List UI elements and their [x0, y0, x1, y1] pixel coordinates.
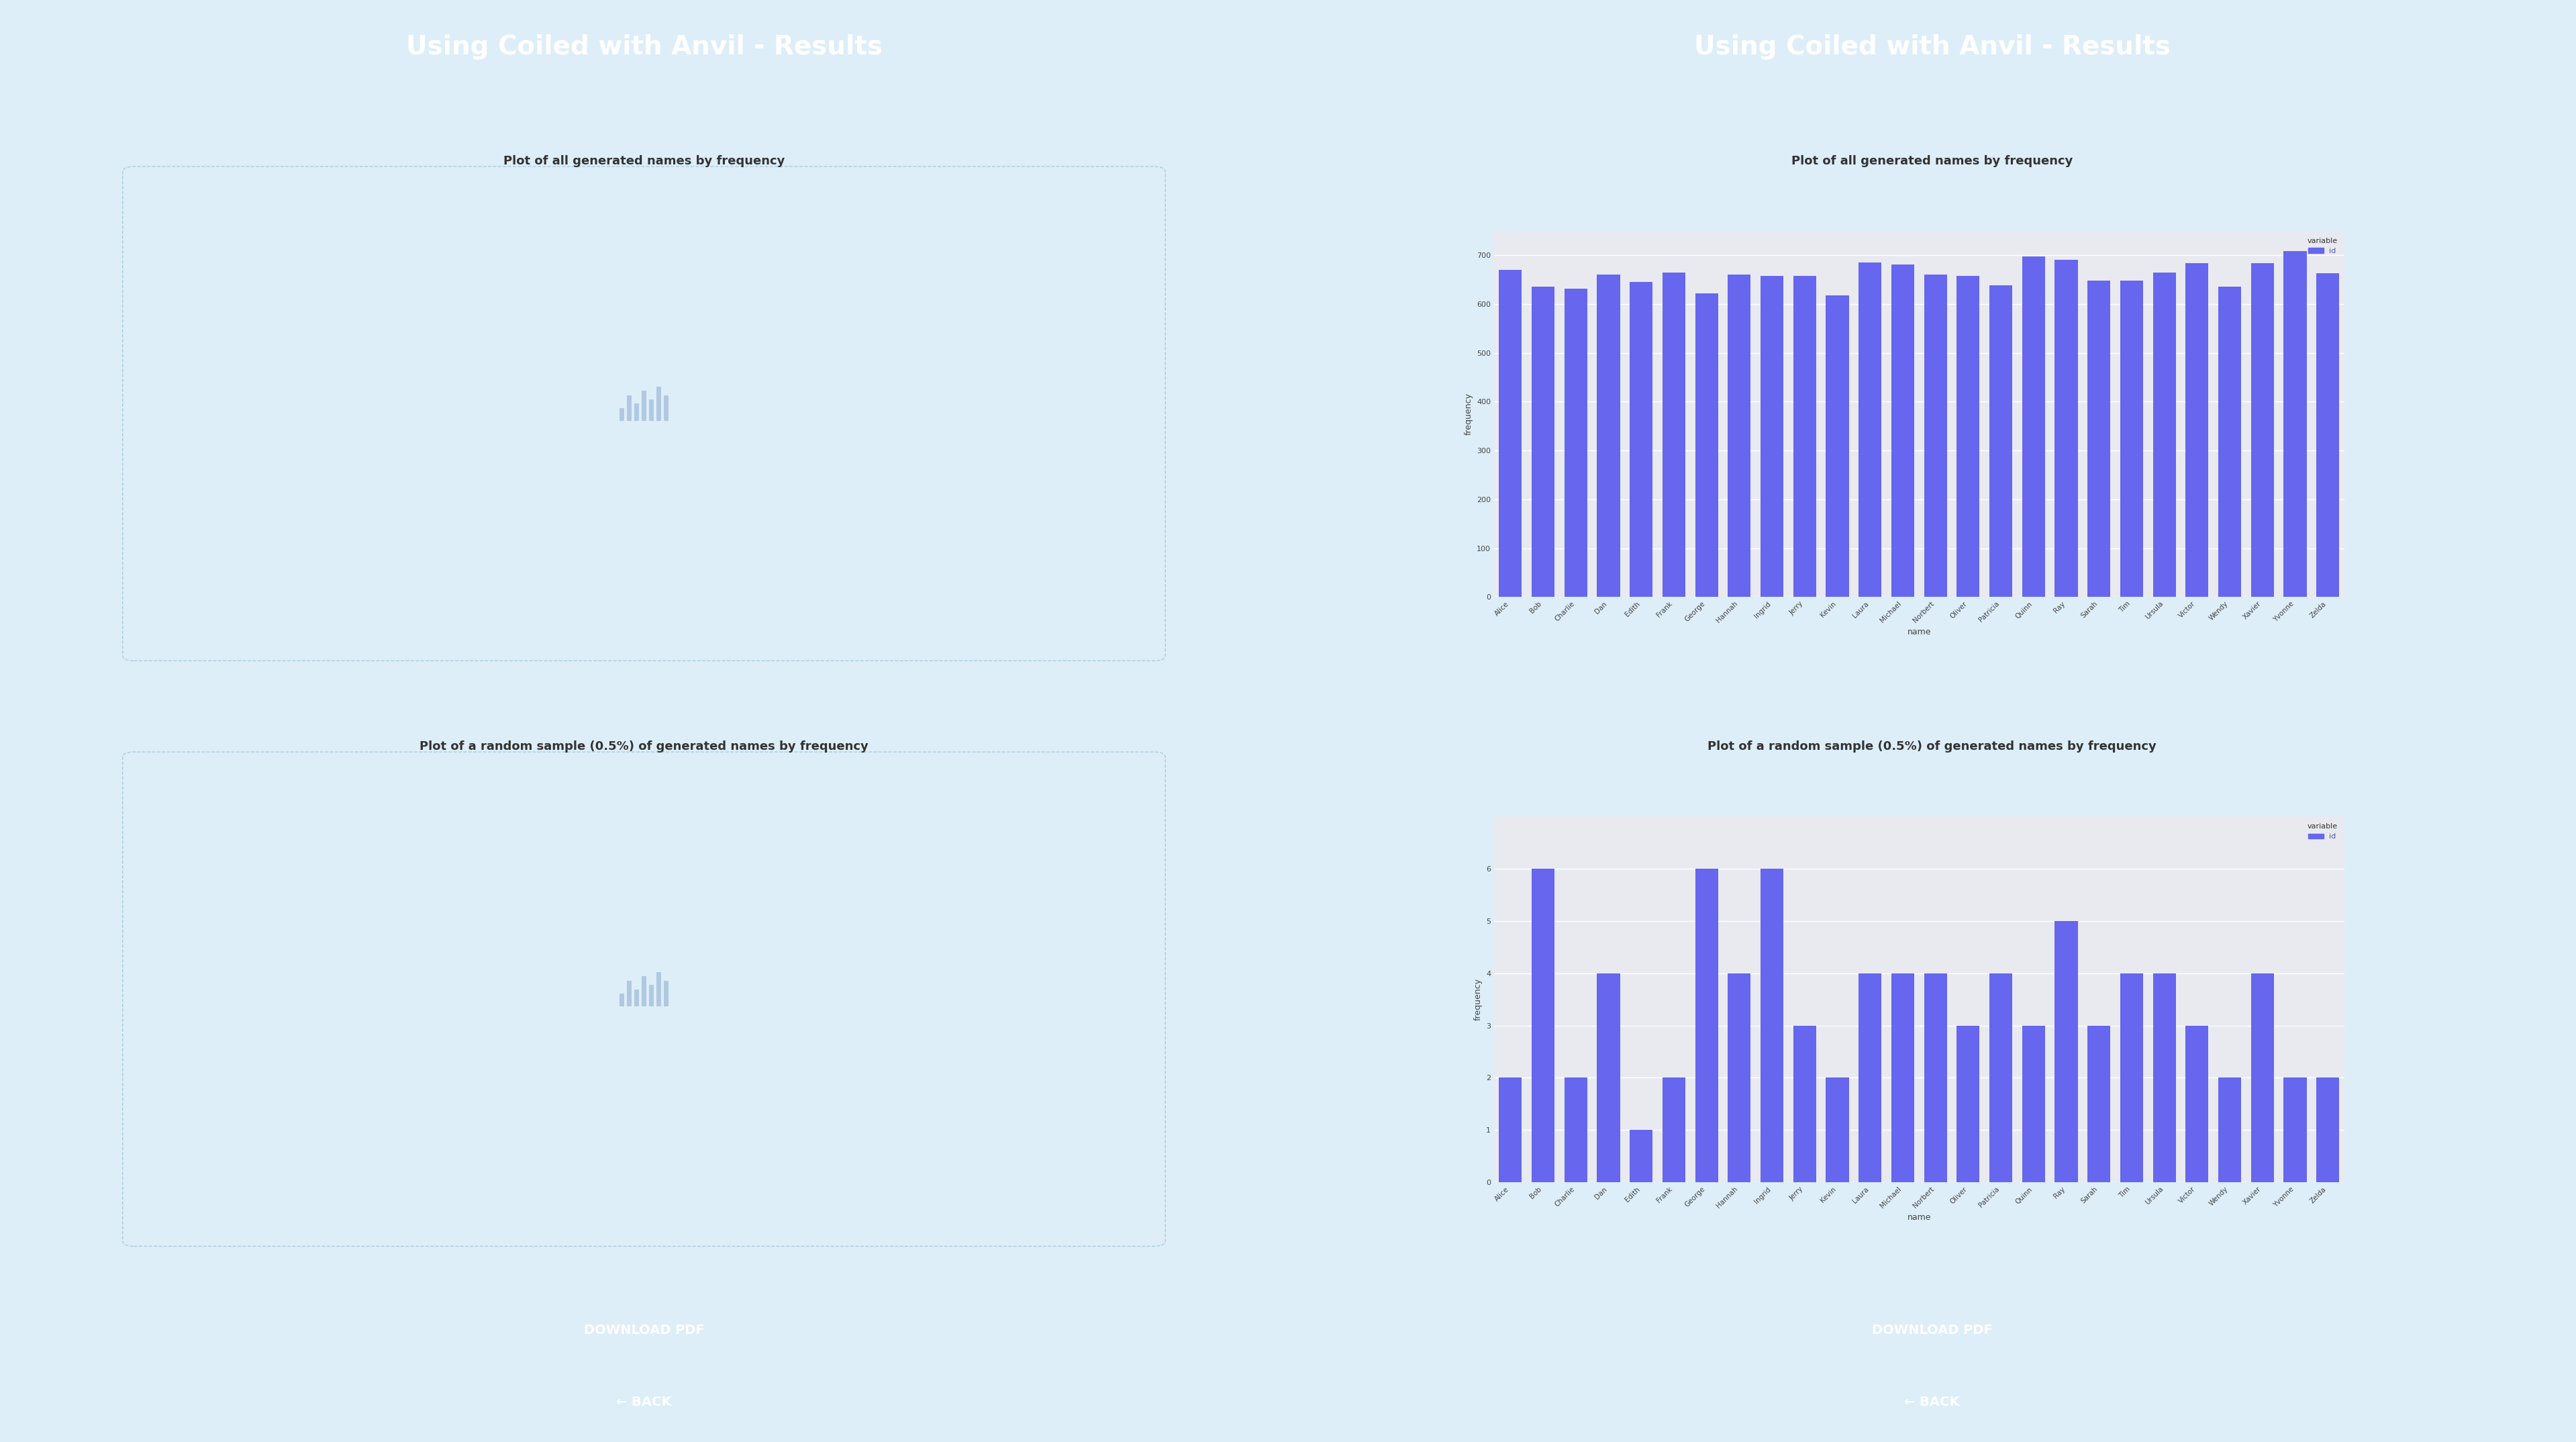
Text: ← BACK: ← BACK [1904, 1396, 1960, 1409]
Bar [1826, 1077, 1850, 1182]
Bar [2087, 281, 2110, 597]
Bar [1728, 973, 1752, 1182]
Bar [1499, 270, 1522, 597]
Bar [2316, 273, 2339, 597]
Bar [1891, 973, 1914, 1182]
Bar [1793, 275, 1816, 597]
Text: Using Coiled with Anvil - Results: Using Coiled with Anvil - Results [1695, 35, 2169, 59]
Bar [641, 976, 647, 1007]
Legend: id: id [2303, 820, 2342, 844]
Bar [621, 408, 623, 421]
Bar [1924, 274, 1947, 597]
Bar [2184, 1025, 2208, 1182]
Bar [1533, 287, 1553, 597]
Bar [2154, 973, 2177, 1182]
Bar [626, 395, 631, 421]
Bar [1759, 868, 1783, 1182]
Legend: id: id [2303, 235, 2342, 258]
Text: Plot of all generated names by frequency: Plot of all generated names by frequency [502, 156, 786, 167]
Bar [1793, 1025, 1816, 1182]
Bar [1891, 264, 1914, 597]
Bar [1631, 1131, 1654, 1182]
Text: DOWNLOAD PDF: DOWNLOAD PDF [1873, 1324, 1991, 1337]
Bar [1989, 973, 2012, 1182]
Bar [2218, 1077, 2241, 1182]
Bar [657, 386, 662, 421]
Bar [2022, 257, 2045, 597]
Bar [1695, 868, 1718, 1182]
Bar [1564, 288, 1587, 597]
Y-axis label: frequency: frequency [1473, 978, 1481, 1021]
Bar [2184, 262, 2208, 597]
Bar [1989, 286, 2012, 597]
Bar [2120, 973, 2143, 1182]
Bar [2022, 1025, 2045, 1182]
Bar [2154, 273, 2177, 597]
Bar [649, 399, 654, 421]
Y-axis label: frequency: frequency [1463, 392, 1473, 435]
Bar [649, 985, 654, 1007]
Bar [1662, 273, 1685, 597]
Bar [634, 404, 639, 421]
Bar [1860, 973, 1880, 1182]
Bar [1597, 973, 1620, 1182]
Text: Plot of all generated names by frequency: Plot of all generated names by frequency [1790, 156, 2074, 167]
Bar [1924, 973, 1947, 1182]
Bar [1728, 274, 1752, 597]
Bar [2056, 260, 2079, 597]
Bar [2251, 262, 2275, 597]
Bar [2056, 921, 2079, 1182]
Bar [665, 981, 667, 1007]
Bar [1662, 1077, 1685, 1182]
Bar [1597, 274, 1620, 597]
Bar [1860, 262, 1880, 597]
Bar [634, 989, 639, 1007]
Text: Using Coiled with Anvil - Results: Using Coiled with Anvil - Results [407, 35, 881, 59]
Text: ← BACK: ← BACK [616, 1396, 672, 1409]
Text: Plot of a random sample (0.5%) of generated names by frequency: Plot of a random sample (0.5%) of genera… [420, 741, 868, 753]
Bar [1826, 296, 1850, 597]
Bar [1759, 275, 1783, 597]
Bar [2251, 973, 2275, 1182]
Bar [1533, 868, 1553, 1182]
Bar [1695, 293, 1718, 597]
Text: DOWNLOAD PDF: DOWNLOAD PDF [585, 1324, 703, 1337]
Bar [2285, 1077, 2306, 1182]
Bar [2285, 251, 2306, 597]
Bar [2087, 1025, 2110, 1182]
Bar [657, 972, 662, 1007]
Bar [626, 981, 631, 1007]
X-axis label: name: name [1906, 1213, 1932, 1221]
Bar [2218, 287, 2241, 597]
Bar [1499, 1077, 1522, 1182]
Bar [1958, 1025, 1978, 1182]
Bar [665, 395, 667, 421]
Bar [621, 994, 623, 1007]
X-axis label: name: name [1906, 627, 1932, 636]
Bar [641, 391, 647, 421]
Bar [1958, 275, 1978, 597]
Bar [2316, 1077, 2339, 1182]
Bar [1631, 283, 1654, 597]
Bar [1564, 1077, 1587, 1182]
Text: Plot of a random sample (0.5%) of generated names by frequency: Plot of a random sample (0.5%) of genera… [1708, 741, 2156, 753]
Bar [2120, 281, 2143, 597]
